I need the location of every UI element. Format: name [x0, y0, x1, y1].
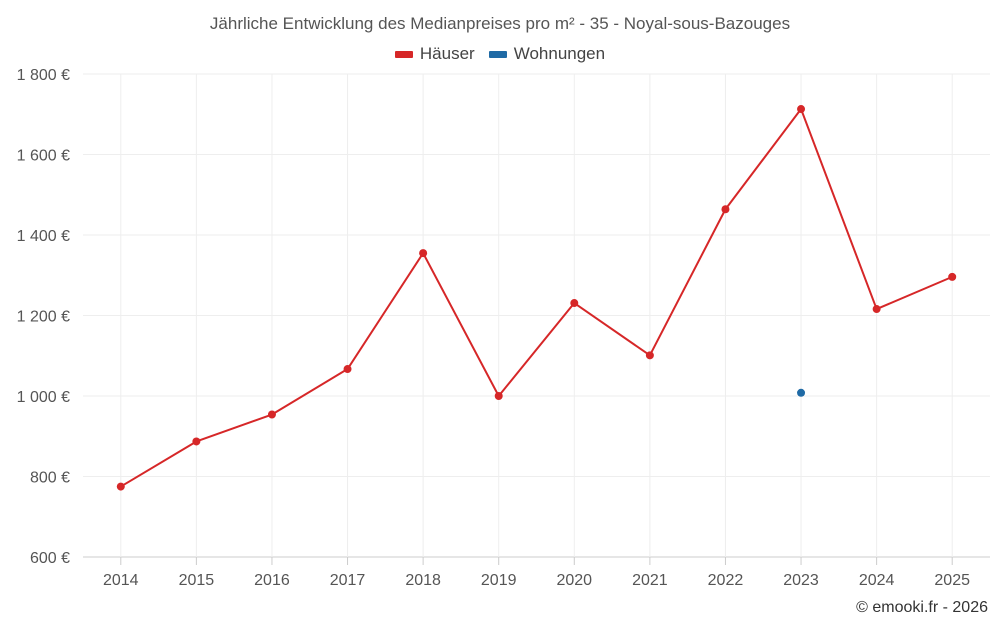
x-tick-label: 2017: [330, 572, 366, 589]
y-tick-label: 800 €: [30, 470, 70, 487]
x-tick-label: 2020: [556, 572, 592, 589]
x-tick-label: 2023: [783, 572, 819, 589]
credit-text: © emooki.fr - 2026: [856, 599, 988, 616]
legend-swatch-apartments: [488, 50, 507, 58]
data-point-0-2018[interactable]: [419, 249, 428, 258]
x-tick-label: 2022: [708, 572, 744, 589]
chart-series: [116, 105, 957, 491]
y-tick-label: 1 600 €: [17, 148, 70, 165]
data-point-0-2020[interactable]: [570, 299, 579, 308]
x-tick-label: 2024: [859, 572, 895, 589]
x-tick-label: 2016: [254, 572, 290, 589]
legend-label-houses: Häuser: [419, 44, 475, 63]
legend-label-apartments: Wohnungen: [513, 44, 606, 63]
data-point-0-2019[interactable]: [494, 392, 503, 400]
legend-item-houses[interactable]: Häuser: [394, 44, 475, 64]
data-point-1-2023[interactable]: [797, 388, 806, 397]
y-tick-label: 1 200 €: [17, 309, 70, 326]
data-point-0-2022[interactable]: [721, 205, 730, 214]
x-tick-label: 2014: [103, 572, 139, 589]
x-tick-label: 2025: [934, 572, 970, 589]
chart-title: Jährliche Entwicklung des Medianpreises …: [209, 14, 791, 33]
series-line-0: [120, 108, 953, 488]
data-point-0-2024[interactable]: [872, 305, 881, 314]
x-tick-label: 2021: [632, 572, 668, 589]
data-point-0-2015[interactable]: [192, 437, 201, 446]
chart-legend: Häuser Wohnungen: [0, 44, 1000, 64]
x-tick-label: 2015: [179, 572, 215, 589]
y-tick-label: 600 €: [30, 550, 70, 567]
y-tick-label: 1 800 €: [17, 67, 70, 84]
data-point-0-2025[interactable]: [948, 272, 957, 281]
data-point-0-2023[interactable]: [797, 105, 806, 114]
y-tick-label: 1 000 €: [17, 389, 70, 406]
legend-item-apartments[interactable]: Wohnungen: [488, 44, 606, 64]
legend-swatch-houses: [394, 50, 413, 58]
x-tick-label: 2018: [405, 572, 441, 589]
data-point-0-2014[interactable]: [116, 482, 125, 491]
y-tick-label: 1 400 €: [17, 228, 70, 245]
data-point-0-2021[interactable]: [645, 351, 654, 360]
chart-axes: 600 € 800 € 1 000 € 1 200 € 1 400 € 1 600 € 1 …: [17, 67, 970, 589]
x-tick-label: 2019: [481, 572, 517, 589]
data-point-0-2017[interactable]: [343, 365, 352, 374]
data-point-0-2016[interactable]: [267, 410, 276, 419]
chart-grid: [83, 73, 990, 558]
